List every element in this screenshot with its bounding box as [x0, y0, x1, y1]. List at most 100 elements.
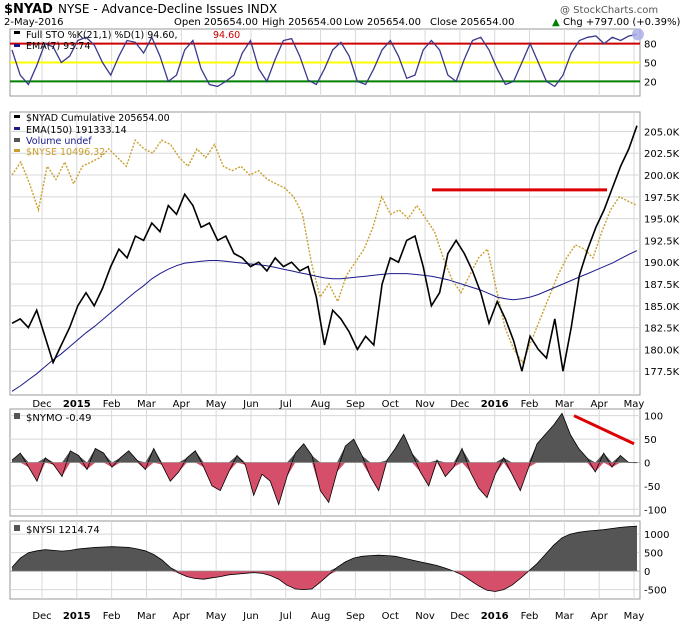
price-x-label: May — [624, 399, 645, 410]
price-tick-label: 190.0K — [644, 258, 680, 269]
price-x-label: Jun — [242, 399, 259, 410]
nymo-positive-area — [12, 413, 637, 463]
price-x-label: Mar — [555, 399, 575, 410]
price-x-label: Oct — [382, 399, 399, 410]
price-tick-label: 185.0K — [644, 302, 680, 313]
price-tick-label: 205.0K — [644, 127, 680, 138]
nyad-legend: $NYAD Cumulative 205654.00 — [26, 113, 170, 124]
nysi-x-label: Aug — [311, 611, 331, 622]
nysi-x-label: Oct — [382, 611, 399, 622]
last-value-marker — [632, 28, 644, 41]
nysi-x-label: Apr — [173, 611, 191, 622]
legend-swatch — [14, 525, 20, 531]
nymo-negative-area — [12, 462, 637, 505]
symbol-label: $NYAD — [4, 2, 53, 17]
stochastic-tick-label: 50 — [644, 59, 657, 70]
nymo-legend: $NYMO -0.49 — [14, 413, 92, 424]
high-label: High 205654.00 — [262, 17, 342, 28]
price-panel — [11, 125, 638, 392]
price-x-label: May — [206, 399, 227, 410]
legend-swatch — [14, 127, 20, 130]
legend-swatch — [14, 115, 20, 118]
price-x-label: Aug — [311, 399, 331, 410]
watermark: @ StockCharts.com — [560, 5, 658, 16]
axis-labels: 20 50 80 177.5K 180.0K 182.5K 185.0K 187.5K 190.… — [32, 40, 679, 622]
nysi-x-label: Dec — [32, 611, 51, 622]
nysi-tick-label: 500 — [644, 549, 663, 560]
nysi-x-label: Feb — [521, 611, 539, 622]
price-tick-label: 180.0K — [644, 345, 680, 356]
price-tick-label: 177.5K — [644, 367, 680, 378]
nysi-x-label: May — [206, 611, 227, 622]
stochastic-legend: Full STO %K(21,1) %D(1) 94.60, 94.60 EMA… — [14, 30, 240, 52]
legend-swatch — [14, 31, 20, 34]
legend-swatch — [14, 44, 20, 47]
price-panel-frame — [9, 111, 641, 396]
price-x-label: 2015 — [63, 399, 91, 410]
price-tick-label: 202.5K — [644, 149, 680, 160]
price-tick-label: 197.5K — [644, 193, 680, 204]
nymo-tick-label: 100 — [644, 412, 663, 423]
nymo-tick-label: 0 — [644, 459, 650, 470]
nysi-x-label: 2016 — [481, 611, 509, 622]
nymo-tick-label: 50 — [644, 435, 657, 446]
nysi-x-label: Mar — [555, 611, 575, 622]
stochastic-k-label: Full STO %K(21,1) %D(1) 94.60, — [26, 30, 177, 41]
nyse-line — [11, 138, 638, 364]
nysi-x-label: May — [624, 611, 645, 622]
legend-swatch — [14, 413, 20, 419]
open-label: Open 205654.00 — [174, 17, 258, 28]
nysi-tick-label: -500 — [644, 586, 667, 597]
price-legend: $NYAD Cumulative 205654.00 EMA(150) 1913… — [14, 113, 170, 158]
nymo-legend-text: $NYMO -0.49 — [26, 413, 92, 424]
ema150-legend: EMA(150) 191333.14 — [26, 125, 127, 136]
stochastic-panel — [10, 28, 644, 88]
volume-legend: Volume undef — [26, 136, 92, 147]
nysi-legend-text: $NYSI 1214.74 — [26, 525, 100, 536]
price-x-label: Nov — [415, 399, 435, 410]
legend-swatch — [14, 149, 20, 152]
price-x-label: Sep — [346, 399, 365, 410]
nyad-line — [11, 125, 638, 372]
chart-header: $NYAD NYSE - Advance-Decline Issues INDX… — [4, 2, 680, 28]
close-label: Close 205654.00 — [430, 17, 515, 28]
nymo-panel — [10, 412, 640, 506]
nymo-tick-label: -100 — [644, 505, 667, 516]
price-x-label: Dec — [32, 399, 51, 410]
price-x-label: Feb — [521, 399, 539, 410]
nysi-x-label: Mar — [137, 611, 157, 622]
price-tick-label: 195.0K — [644, 215, 680, 226]
nysi-x-label: Feb — [103, 611, 121, 622]
price-x-label: Mar — [137, 399, 157, 410]
stochastic-k-value: 94.60 — [213, 30, 240, 41]
nysi-x-label: Sep — [346, 611, 365, 622]
price-x-label: Feb — [103, 399, 121, 410]
nysi-panel-frame — [9, 520, 641, 600]
nysi-negative-area — [12, 571, 637, 592]
ema150-line — [11, 250, 638, 392]
nysi-tick-label: 0 — [644, 567, 650, 578]
nysi-line — [11, 525, 638, 592]
nysi-panel — [10, 525, 640, 592]
nysi-x-label: Jul — [279, 611, 292, 622]
nysi-x-label: Jun — [242, 611, 259, 622]
stochastic-tick-label: 20 — [644, 77, 657, 88]
nysi-x-label: Apr — [591, 611, 609, 622]
price-tick-label: 200.0K — [644, 171, 680, 182]
change-arrow-icon: ▲ — [552, 17, 560, 28]
low-label: Low 205654.00 — [344, 17, 421, 28]
price-tick-label: 192.5K — [644, 236, 680, 247]
nysi-x-label: Dec — [450, 611, 469, 622]
price-x-label: 2016 — [481, 399, 509, 410]
nymo-tick-label: -50 — [644, 482, 660, 493]
nysi-x-label: Nov — [415, 611, 435, 622]
nymo-trend-line — [573, 414, 635, 446]
legend-swatch — [14, 138, 20, 142]
price-x-label: Dec — [450, 399, 469, 410]
price-tick-label: 187.5K — [644, 280, 680, 291]
nysi-positive-area — [12, 526, 637, 572]
nysi-x-label: 2015 — [63, 611, 91, 622]
date-label: 2-May-2016 — [4, 17, 64, 28]
